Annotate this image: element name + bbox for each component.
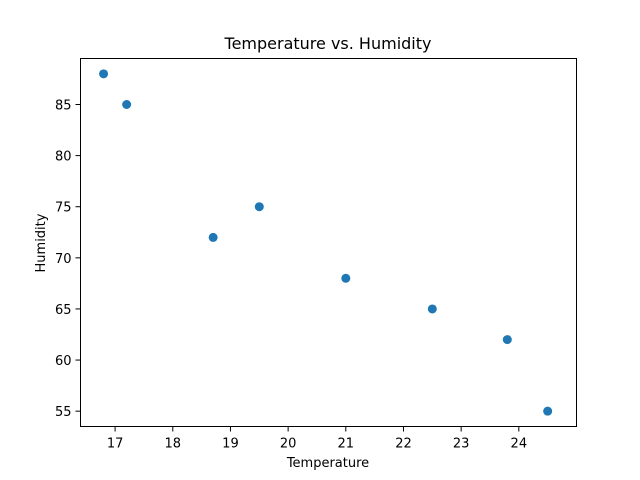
x-tick-label: 22 bbox=[395, 437, 412, 452]
scatter-point bbox=[341, 273, 351, 283]
scatter-point bbox=[427, 304, 437, 314]
y-tick-label: 80 bbox=[55, 150, 72, 165]
y-tick-label: 75 bbox=[55, 201, 72, 216]
axes-frame bbox=[80, 58, 577, 427]
x-tick-label: 24 bbox=[511, 437, 528, 452]
x-tick-label: 17 bbox=[107, 437, 124, 452]
y-tick-label: 85 bbox=[55, 99, 72, 114]
data-points bbox=[99, 69, 553, 416]
scatter-point bbox=[122, 100, 132, 109]
scatter-point bbox=[502, 335, 512, 345]
x-tick-label: 20 bbox=[280, 437, 297, 452]
y-axis: 55 60 65 70 75 80 85 bbox=[55, 99, 81, 420]
x-tick-label: 18 bbox=[165, 437, 182, 452]
x-axis-label: Temperature bbox=[286, 456, 369, 471]
x-tick-label: 21 bbox=[338, 437, 355, 452]
y-tick-label: 65 bbox=[55, 303, 72, 318]
scatter-point bbox=[543, 406, 553, 416]
scatter-point bbox=[99, 69, 109, 79]
y-tick-label: 55 bbox=[55, 405, 72, 420]
scatter-point bbox=[208, 232, 218, 242]
y-tick-label: 70 bbox=[55, 252, 72, 267]
chart-title: Temperature vs. Humidity bbox=[224, 34, 432, 53]
x-tick-label: 23 bbox=[453, 437, 470, 452]
scatter-point bbox=[254, 202, 264, 212]
x-axis: 17 18 19 20 21 22 23 24 bbox=[107, 426, 528, 452]
y-axis-label: Humidity bbox=[34, 213, 49, 272]
x-tick-label: 19 bbox=[222, 437, 239, 452]
y-tick-label: 60 bbox=[55, 354, 72, 369]
